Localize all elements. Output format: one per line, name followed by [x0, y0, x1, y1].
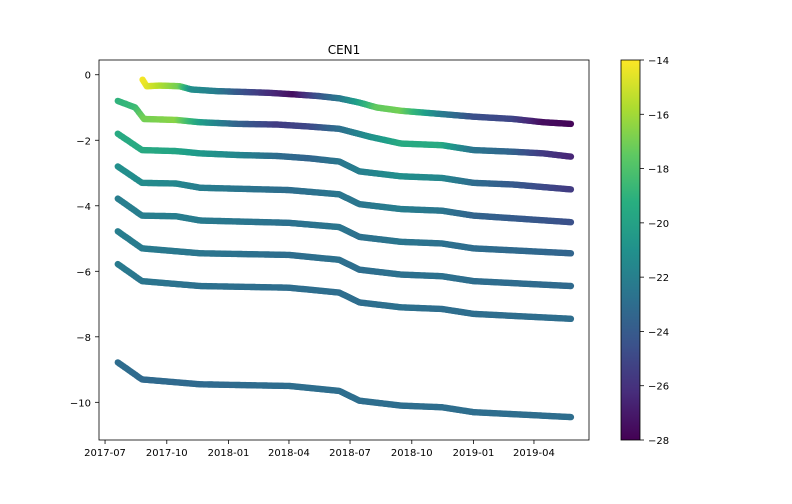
series-8 [114, 359, 575, 421]
plot-frame [98, 59, 590, 441]
x-tick-label: 2018-10 [391, 448, 433, 459]
data-point [567, 153, 575, 160]
colorbar-axis: −14 −16 −18 −20 −22 −24 −26 −28 [640, 56, 669, 447]
x-tick-label: 2019-01 [453, 448, 495, 459]
x-tick-label: 2017-07 [84, 448, 126, 459]
y-tick-label: −4 [76, 202, 91, 213]
data-point [567, 413, 575, 421]
y-tick-label: −2 [76, 136, 91, 147]
colorbar-tick-label: −28 [648, 436, 669, 447]
colorbar [620, 59, 641, 441]
colorbar-tick-label: −16 [648, 110, 669, 121]
y-tick-label: 0 [85, 71, 91, 82]
colorbar-tick-label: −26 [648, 382, 669, 393]
x-tick-label: 2018-04 [268, 448, 310, 459]
data-point [567, 250, 575, 257]
colorbar-tick-label: −18 [648, 165, 669, 176]
series-4 [114, 163, 575, 226]
y-tick-label: −10 [70, 398, 91, 409]
y-tick-label: −8 [76, 333, 91, 344]
series-6 [114, 228, 575, 290]
data-point [567, 186, 575, 193]
series-7 [114, 260, 575, 322]
series-3 [114, 130, 575, 193]
series-2 [114, 97, 575, 160]
x-tick-label: 2018-07 [329, 448, 371, 459]
data-point [567, 219, 575, 226]
colorbar-tick-label: −24 [648, 327, 669, 338]
data-point [567, 120, 575, 128]
colorbar-tick-label: −22 [648, 273, 669, 284]
series-1 [139, 76, 575, 128]
x-axis: 2017-07 2017-10 2018-01 2018-04 2018-07 2018-… [84, 440, 555, 459]
data-point [567, 315, 575, 322]
x-tick-label: 2018-01 [208, 448, 250, 459]
chart-title: CEN1 [328, 43, 361, 57]
y-tick-label: −6 [76, 267, 91, 278]
series-layer [114, 76, 575, 421]
x-tick-label: 2019-04 [513, 448, 555, 459]
x-tick-label: 2017-10 [146, 448, 188, 459]
y-axis: 0 −2 −4 −6 −8 −10 [70, 71, 99, 409]
data-point [567, 282, 575, 290]
series-5 [114, 195, 575, 257]
colorbar-tick-label: −20 [648, 219, 669, 230]
colorbar-tick-label: −14 [648, 56, 669, 67]
